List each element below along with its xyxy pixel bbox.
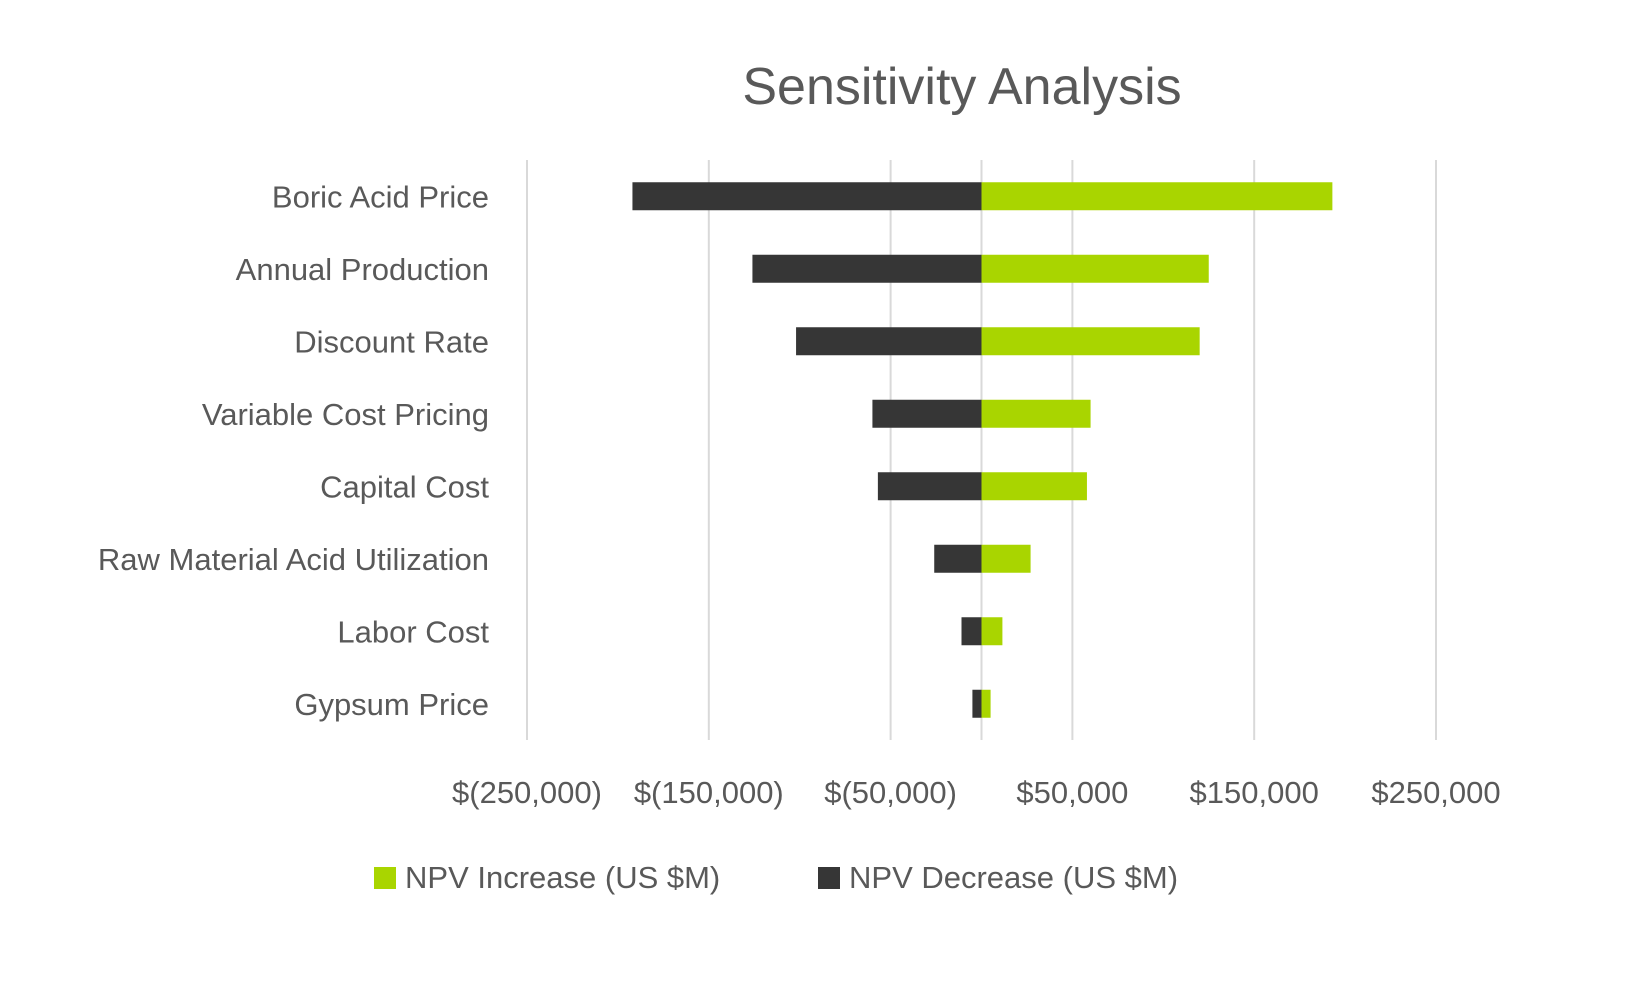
x-tick-label: $(150,000) bbox=[634, 775, 784, 810]
category-label: Raw Material Acid Utilization bbox=[98, 542, 489, 577]
category-label: Discount Rate bbox=[294, 324, 489, 359]
x-tick-label: $(250,000) bbox=[452, 775, 602, 810]
category-label: Labor Cost bbox=[337, 614, 489, 649]
bar-npv-decrease bbox=[872, 399, 982, 428]
bar-npv-decrease bbox=[972, 689, 982, 718]
legend-label: NPV Increase (US $M) bbox=[405, 860, 720, 895]
category-label: Capital Cost bbox=[320, 469, 489, 504]
x-tick-label: $50,000 bbox=[1016, 775, 1128, 810]
legend-label: NPV Decrease (US $M) bbox=[849, 860, 1178, 895]
x-tick-label: $150,000 bbox=[1190, 775, 1319, 810]
x-tick-label: $250,000 bbox=[1371, 775, 1500, 810]
bar-npv-decrease bbox=[961, 617, 982, 646]
category-label: Annual Production bbox=[236, 252, 489, 287]
bar-npv-increase bbox=[981, 689, 991, 718]
x-tick-label: $(50,000) bbox=[824, 775, 957, 810]
bar-npv-increase bbox=[981, 327, 1200, 356]
category-label: Gypsum Price bbox=[294, 687, 489, 722]
bar-npv-decrease bbox=[877, 472, 982, 501]
category-label: Variable Cost Pricing bbox=[202, 397, 489, 432]
legend-item: NPV Decrease (US $M) bbox=[818, 860, 1178, 895]
chart-title: Sensitivity Analysis bbox=[742, 58, 1181, 116]
category-label: Boric Acid Price bbox=[272, 179, 489, 214]
bar-npv-decrease bbox=[752, 254, 982, 283]
bar-npv-increase bbox=[981, 617, 1003, 646]
legend-swatch bbox=[818, 867, 840, 889]
bar-npv-decrease bbox=[934, 544, 982, 573]
bar-npv-increase bbox=[981, 472, 1087, 501]
legend-swatch bbox=[374, 867, 396, 889]
bar-npv-decrease bbox=[632, 182, 982, 211]
bar-npv-increase bbox=[981, 399, 1091, 428]
bar-npv-increase bbox=[981, 254, 1209, 283]
bar-npv-increase bbox=[981, 544, 1031, 573]
bar-npv-decrease bbox=[796, 327, 982, 356]
bar-npv-increase bbox=[981, 182, 1333, 211]
legend-item: NPV Increase (US $M) bbox=[374, 860, 720, 895]
